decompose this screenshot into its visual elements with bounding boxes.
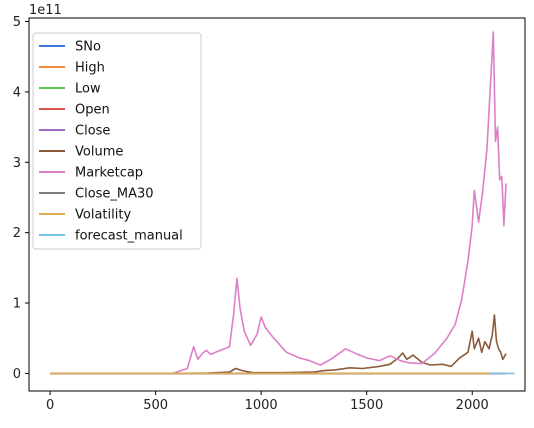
plot-lines bbox=[50, 31, 515, 375]
y-tick-label: 1 bbox=[13, 297, 21, 312]
y-axis: 0 1 2 3 4 5 bbox=[13, 15, 29, 382]
legend-label: Marketcap bbox=[75, 166, 143, 181]
legend-label: forecast_manual bbox=[75, 229, 183, 244]
series-line-marketcap bbox=[50, 31, 507, 375]
legend-label: Volume bbox=[75, 145, 123, 160]
legend: SNo High Low Open Close Volume Marketcap Close_… bbox=[32, 32, 202, 250]
x-tick-label: 1000 bbox=[245, 398, 278, 413]
legend-box bbox=[32, 32, 202, 250]
legend-label: Close_MA30 bbox=[75, 187, 154, 202]
legend-label: Open bbox=[75, 103, 110, 118]
y-tick-label: 5 bbox=[13, 15, 21, 30]
y-tick-label: 4 bbox=[13, 85, 21, 100]
legend-label: SNo bbox=[75, 40, 101, 55]
axes-frame bbox=[28, 17, 526, 392]
x-axis: 0 500 1000 1500 2000 bbox=[46, 391, 489, 413]
x-tick-label: 1500 bbox=[350, 398, 383, 413]
legend-label: Low bbox=[75, 82, 101, 97]
legend-label: High bbox=[75, 61, 105, 76]
series-line-volume bbox=[50, 314, 507, 375]
legend-label: Volatility bbox=[75, 208, 131, 223]
y-tick-label: 0 bbox=[13, 367, 21, 382]
y-offset-label: 1e11 bbox=[29, 3, 62, 18]
y-tick-label: 2 bbox=[13, 226, 21, 241]
y-tick-label: 3 bbox=[13, 156, 21, 171]
legend-label: Close bbox=[75, 124, 110, 139]
x-tick-label: 0 bbox=[46, 398, 54, 413]
x-tick-label: 2000 bbox=[456, 398, 489, 413]
x-tick-label: 500 bbox=[143, 398, 168, 413]
